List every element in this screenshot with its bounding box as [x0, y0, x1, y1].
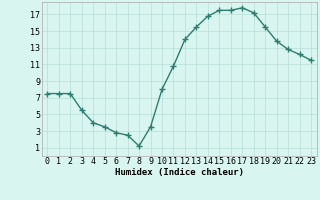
- X-axis label: Humidex (Indice chaleur): Humidex (Indice chaleur): [115, 168, 244, 177]
